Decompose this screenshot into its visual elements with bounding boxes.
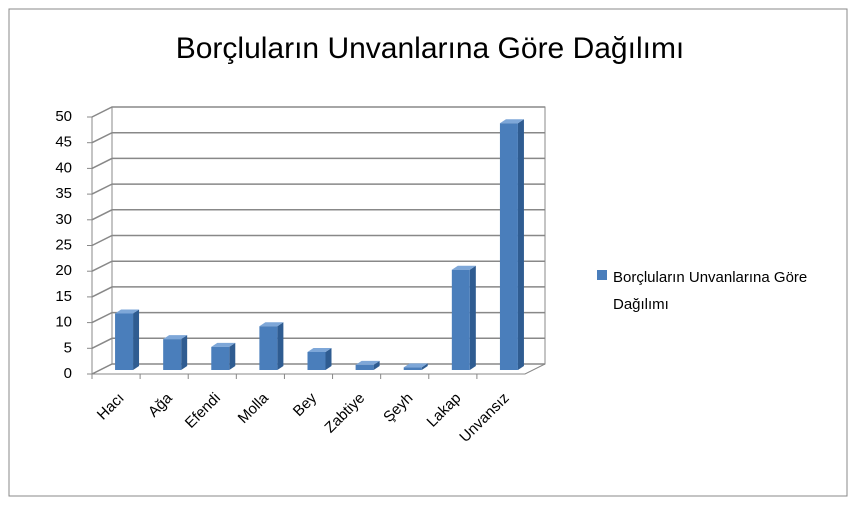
chart-title: Borçluların Unvanlarına Göre Dağılımı <box>176 32 685 65</box>
grid-line <box>91 183 545 195</box>
grid-line <box>91 131 545 144</box>
bar-face <box>469 265 476 370</box>
bar-face <box>133 309 140 370</box>
y-tick-label: 25 <box>55 236 72 253</box>
bar-face <box>259 322 284 327</box>
bar-face <box>373 360 380 370</box>
bar <box>355 360 380 370</box>
bar-face <box>115 313 134 370</box>
bar <box>451 265 476 370</box>
y-tick-label: 45 <box>55 134 72 151</box>
bar-face <box>277 322 284 370</box>
bar <box>115 309 140 370</box>
y-tick-label: 5 <box>64 339 72 356</box>
bar-face <box>451 265 476 270</box>
bar-face <box>163 339 182 370</box>
grid-line <box>91 209 545 221</box>
grid-line <box>91 286 545 298</box>
bar-face <box>259 326 278 370</box>
bar-face <box>307 348 332 353</box>
bar <box>403 363 428 370</box>
bar-face <box>211 342 236 347</box>
bar-face <box>181 335 188 370</box>
grid-line <box>91 311 545 324</box>
y-tick-label: 30 <box>55 211 72 228</box>
bar-face <box>211 346 230 370</box>
grid-line <box>91 260 545 272</box>
bar-face <box>307 352 326 370</box>
chart-border <box>8 8 848 497</box>
bar-face <box>451 269 470 370</box>
bar-face <box>499 119 524 124</box>
grid-line <box>91 234 545 247</box>
bar-face <box>229 342 236 370</box>
bar <box>163 335 188 370</box>
y-tick-label: 50 <box>55 108 72 125</box>
bar <box>259 322 284 370</box>
bar <box>307 348 332 370</box>
bar-face <box>163 335 188 340</box>
bar-face <box>403 367 422 370</box>
grid-line <box>91 157 545 170</box>
y-tick-label: 20 <box>55 262 72 279</box>
bar-face <box>517 119 524 370</box>
bar-face <box>115 309 140 314</box>
grid-line <box>91 363 545 375</box>
y-tick-label: 35 <box>55 185 72 202</box>
y-tick-label: 15 <box>55 288 72 305</box>
bar-face <box>403 363 428 368</box>
y-tick-label: 40 <box>55 159 72 176</box>
bar-face <box>499 123 518 370</box>
bar-face <box>325 348 332 370</box>
bar-face <box>355 360 380 365</box>
grid-line <box>91 337 545 349</box>
bar-face <box>355 364 374 370</box>
bar <box>499 119 524 370</box>
legend-swatch <box>597 270 607 280</box>
legend-label: Borçluların Unvanlarına Göre Dağılımı <box>613 269 808 313</box>
bar <box>211 342 236 370</box>
y-tick-label: 0 <box>64 365 72 382</box>
grid-line <box>91 106 545 118</box>
y-tick-label: 10 <box>55 314 72 331</box>
bar-face <box>421 363 428 370</box>
